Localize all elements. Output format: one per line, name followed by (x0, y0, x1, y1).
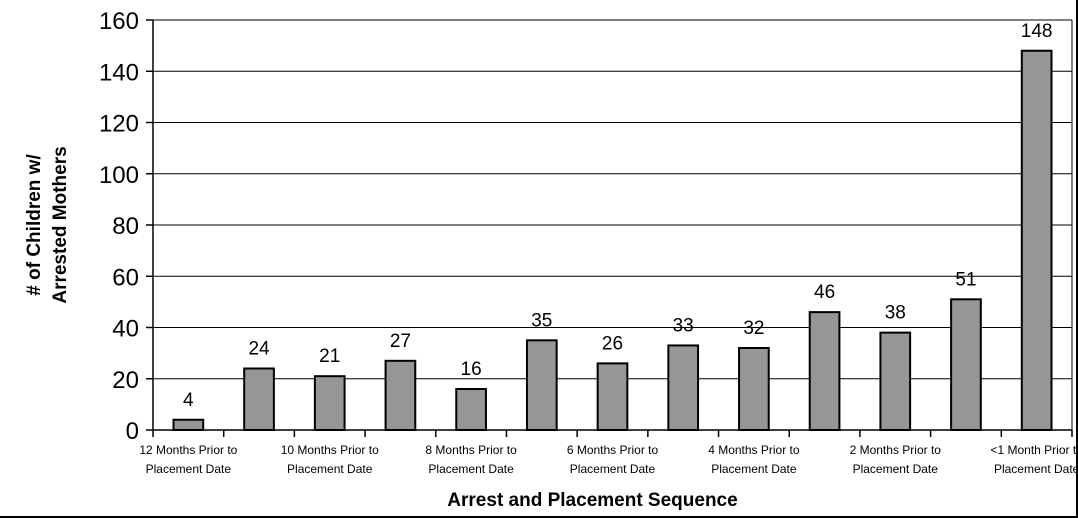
x-tick-label-line: Placement Date (146, 462, 232, 476)
bar (525, 339, 558, 431)
x-tick-label-line: Placement Date (853, 462, 939, 476)
data-label: 46 (814, 282, 835, 303)
bar (1020, 49, 1053, 431)
data-label: 38 (885, 303, 906, 324)
x-tick-label-line: 6 Months Prior to (567, 443, 659, 457)
bar (384, 359, 417, 431)
bar (313, 375, 346, 431)
data-label: 148 (1021, 21, 1053, 42)
data-label: 26 (602, 333, 623, 354)
y-tick-label: 20 (112, 367, 139, 394)
data-label: 33 (673, 315, 694, 336)
data-label: 27 (390, 331, 411, 352)
x-tick-label: 4 Months Prior to Placement Date (708, 443, 800, 476)
y-tick-label: 120 (99, 111, 139, 138)
data-label: 16 (461, 359, 482, 380)
y-tick-label: 0 (126, 418, 139, 445)
y-axis-title-line: Arrested Mothers (50, 146, 71, 303)
data-label: 51 (955, 269, 976, 290)
y-tick-label: 60 (112, 264, 139, 291)
x-tick-label: 6 Months Prior to Placement Date (567, 443, 659, 476)
bar (950, 298, 982, 431)
bars (172, 49, 1053, 431)
x-tick-label-line: Placement Date (570, 462, 656, 476)
x-tick-label: <1 Month Prior to Placement Date (990, 443, 1076, 476)
x-tick-label: 2 Months Prior to Placement Date (850, 443, 942, 476)
bar (172, 418, 205, 431)
x-tick-label: 12 Months Prior to Placement Date (139, 443, 237, 476)
x-tick-label-line: Placement Date (428, 462, 514, 476)
x-tick-label-line: 4 Months Prior to (708, 443, 800, 457)
y-axis-title-line: # of Children w/ (24, 154, 45, 296)
axes (146, 19, 1073, 437)
x-tick-label-line: Placement Date (994, 462, 1076, 476)
bar (243, 367, 275, 431)
x-tick-label-line: Placement Date (287, 462, 373, 476)
x-axis-title: Arrest and Placement Sequence (447, 490, 737, 511)
data-label: 35 (531, 310, 552, 331)
x-tick-label-line: <1 Month Prior to (990, 443, 1076, 457)
bar (738, 347, 770, 431)
x-tick-label-line: Placement Date (711, 462, 797, 476)
bar (808, 311, 841, 431)
gridlines (153, 19, 1072, 380)
bar (667, 344, 700, 431)
y-tick-label: 80 (112, 213, 139, 240)
y-tick-label: 100 (99, 162, 139, 189)
x-tick-label-line: 8 Months Prior to (425, 443, 517, 457)
data-label: 21 (319, 346, 340, 367)
x-tick-label-line: 12 Months Prior to (139, 443, 237, 457)
bar (455, 388, 487, 431)
x-tick-label: 10 Months Prior to Placement Date (281, 443, 379, 476)
data-label: 4 (183, 390, 194, 411)
y-tick-label: 160 (99, 8, 139, 35)
y-axis-title: # of Children w/Arrested Mothers (24, 146, 71, 303)
y-tick-label: 40 (112, 316, 139, 343)
x-tick-label-line: 2 Months Prior to (850, 443, 942, 457)
y-tick-label: 140 (99, 59, 139, 86)
bar (879, 331, 912, 431)
x-tick-label-line: 10 Months Prior to (281, 443, 379, 457)
x-tick-label: 8 Months Prior to Placement Date (425, 443, 517, 476)
data-label: 24 (248, 339, 270, 360)
bar (596, 362, 629, 431)
data-label: 32 (743, 318, 764, 339)
labels: 0 20 40 60 80 100 120 140 160 4 24 21 27 16 35 26 33 32 46… (24, 8, 1076, 511)
